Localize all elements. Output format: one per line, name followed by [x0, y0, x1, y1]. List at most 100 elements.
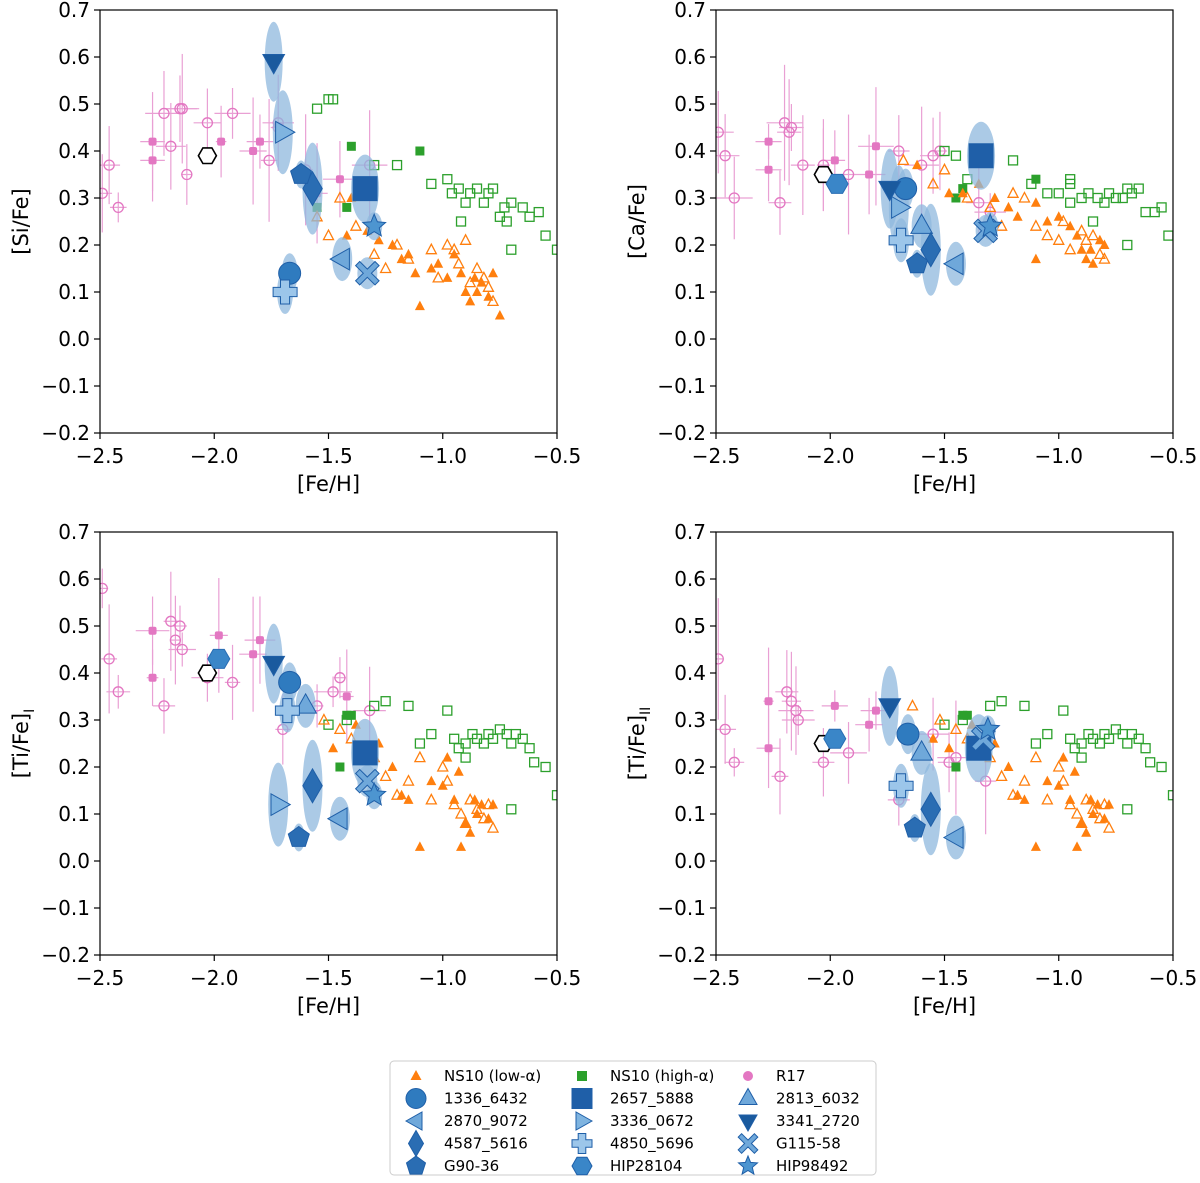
ns10-high-point	[380, 696, 391, 707]
ns10-low-point	[1003, 761, 1014, 771]
ns10-low-point	[459, 233, 472, 245]
ns10-low-point	[944, 742, 955, 753]
star-G90-36	[906, 252, 929, 274]
ns10-high-point	[1133, 733, 1144, 744]
r17-point	[774, 197, 786, 209]
ns10-high-point	[453, 183, 464, 194]
r17-point	[797, 159, 809, 171]
x-tick-label: −2.0	[190, 444, 239, 468]
r17-point	[342, 692, 351, 701]
ns10-low-point	[456, 841, 467, 851]
legend-marker	[571, 1156, 593, 1176]
ns10-low-point	[1094, 234, 1105, 245]
ns10-low-point	[1012, 789, 1023, 800]
r17-point	[792, 714, 804, 726]
star-G90-36	[287, 825, 310, 847]
star-HIP28104	[825, 173, 849, 194]
legend-entry: 2657_5888	[571, 1088, 694, 1109]
ns10-low-point	[379, 261, 392, 274]
star-3341_2720	[878, 180, 902, 202]
ns10-high-point	[524, 743, 535, 754]
star-4850_5696	[888, 227, 914, 253]
ns10-low-point	[1098, 797, 1111, 810]
r17-point	[774, 770, 786, 783]
ns10-high-point	[540, 761, 551, 773]
ns10-low-point	[1093, 811, 1106, 824]
ns10-high-point	[1065, 174, 1076, 185]
x-tick-label: −0.5	[1149, 966, 1198, 990]
star-3341_2720	[262, 54, 286, 75]
y-tick-label: 0.3	[674, 186, 706, 210]
star-3336_0672	[891, 195, 912, 220]
y-tick-label: 0.3	[58, 186, 90, 210]
star-2870_9072	[326, 807, 348, 831]
legend-entry: 2813_6032	[738, 1087, 860, 1109]
ns10-low-point	[464, 793, 477, 805]
ns10-high-point	[1042, 188, 1053, 199]
y-tick-label: 0.5	[674, 614, 706, 638]
ns10-high-point	[951, 193, 961, 203]
x-tick-label: −2.5	[76, 966, 125, 990]
ns10-low-point	[995, 219, 1008, 231]
ns10-high-point	[391, 159, 403, 171]
ns10-high-point	[950, 150, 962, 161]
r17-point	[165, 140, 177, 152]
ns10-low-point	[482, 280, 495, 292]
y-tick-label: 0.0	[674, 327, 706, 351]
r17-point	[148, 137, 157, 146]
y-tick-label: −0.2	[41, 943, 90, 967]
y-tick-label: −0.1	[41, 896, 90, 920]
r17-point	[103, 653, 115, 665]
ns10-low-point	[433, 258, 444, 268]
y-tick-label: 0.7	[58, 0, 90, 22]
ns10-high-point	[939, 145, 950, 157]
ns10-low-point	[426, 775, 437, 786]
x-tick-label: −1.0	[418, 966, 467, 990]
y-axis-label: [Si/Fe]	[9, 188, 33, 254]
ns10-low-point	[1041, 228, 1054, 241]
ns10-low-point	[425, 242, 438, 255]
y-tick-label: −0.1	[657, 374, 706, 398]
ns10-low-point	[938, 162, 951, 175]
ns10-high-point	[369, 700, 380, 712]
x-tick-label: −1.5	[304, 966, 353, 990]
ns10-low-point	[486, 294, 500, 307]
ns10-low-point	[1085, 794, 1096, 804]
star-HIP28104	[207, 648, 231, 669]
ns10-low-point	[328, 742, 339, 753]
legend-entry: 1336_6432	[405, 1088, 528, 1109]
ns10-low-point	[414, 300, 425, 311]
ns10-high-point	[524, 211, 535, 222]
x-axis-label: [Fe/H]	[913, 472, 976, 496]
ns10-high-point	[327, 94, 339, 105]
r17-point	[169, 634, 182, 646]
x-tick-label: −2.0	[806, 444, 855, 468]
ns10-low-point	[341, 230, 352, 240]
legend: NS10 (low-α) NS10 (high-α) R17 1336_6432 265…	[389, 1060, 877, 1176]
y-tick-label: 0.4	[58, 661, 90, 685]
y-tick-label: 0.3	[674, 708, 706, 732]
y-tick-label: 0.5	[58, 614, 90, 638]
ns10-low-point	[470, 802, 484, 814]
ns10-low-point	[483, 291, 494, 301]
ns10-low-point	[448, 242, 461, 255]
r17-point	[830, 156, 839, 165]
ns10-low-point	[926, 177, 940, 189]
ns10-low-point	[1030, 253, 1041, 264]
ns10-low-point	[469, 272, 480, 282]
legend-label: NS10 (high-α)	[610, 1067, 714, 1085]
y-tick-label: 0.2	[674, 233, 706, 257]
star-1336_6432	[278, 670, 302, 694]
ns10-high-point	[1007, 155, 1019, 166]
ns10-high-point	[551, 790, 557, 801]
x-axis-label: [Fe/H]	[913, 994, 976, 1018]
ns10-high-point	[501, 216, 512, 227]
r17-point	[100, 187, 108, 199]
ns10-low-point	[1029, 219, 1042, 231]
ns10-low-point	[1019, 794, 1030, 804]
ns10-low-point	[441, 774, 454, 786]
r17-point	[217, 137, 226, 146]
ns10-low-point	[1052, 233, 1065, 245]
r17-point	[112, 201, 124, 214]
legend-label: 3336_0672	[610, 1112, 694, 1131]
